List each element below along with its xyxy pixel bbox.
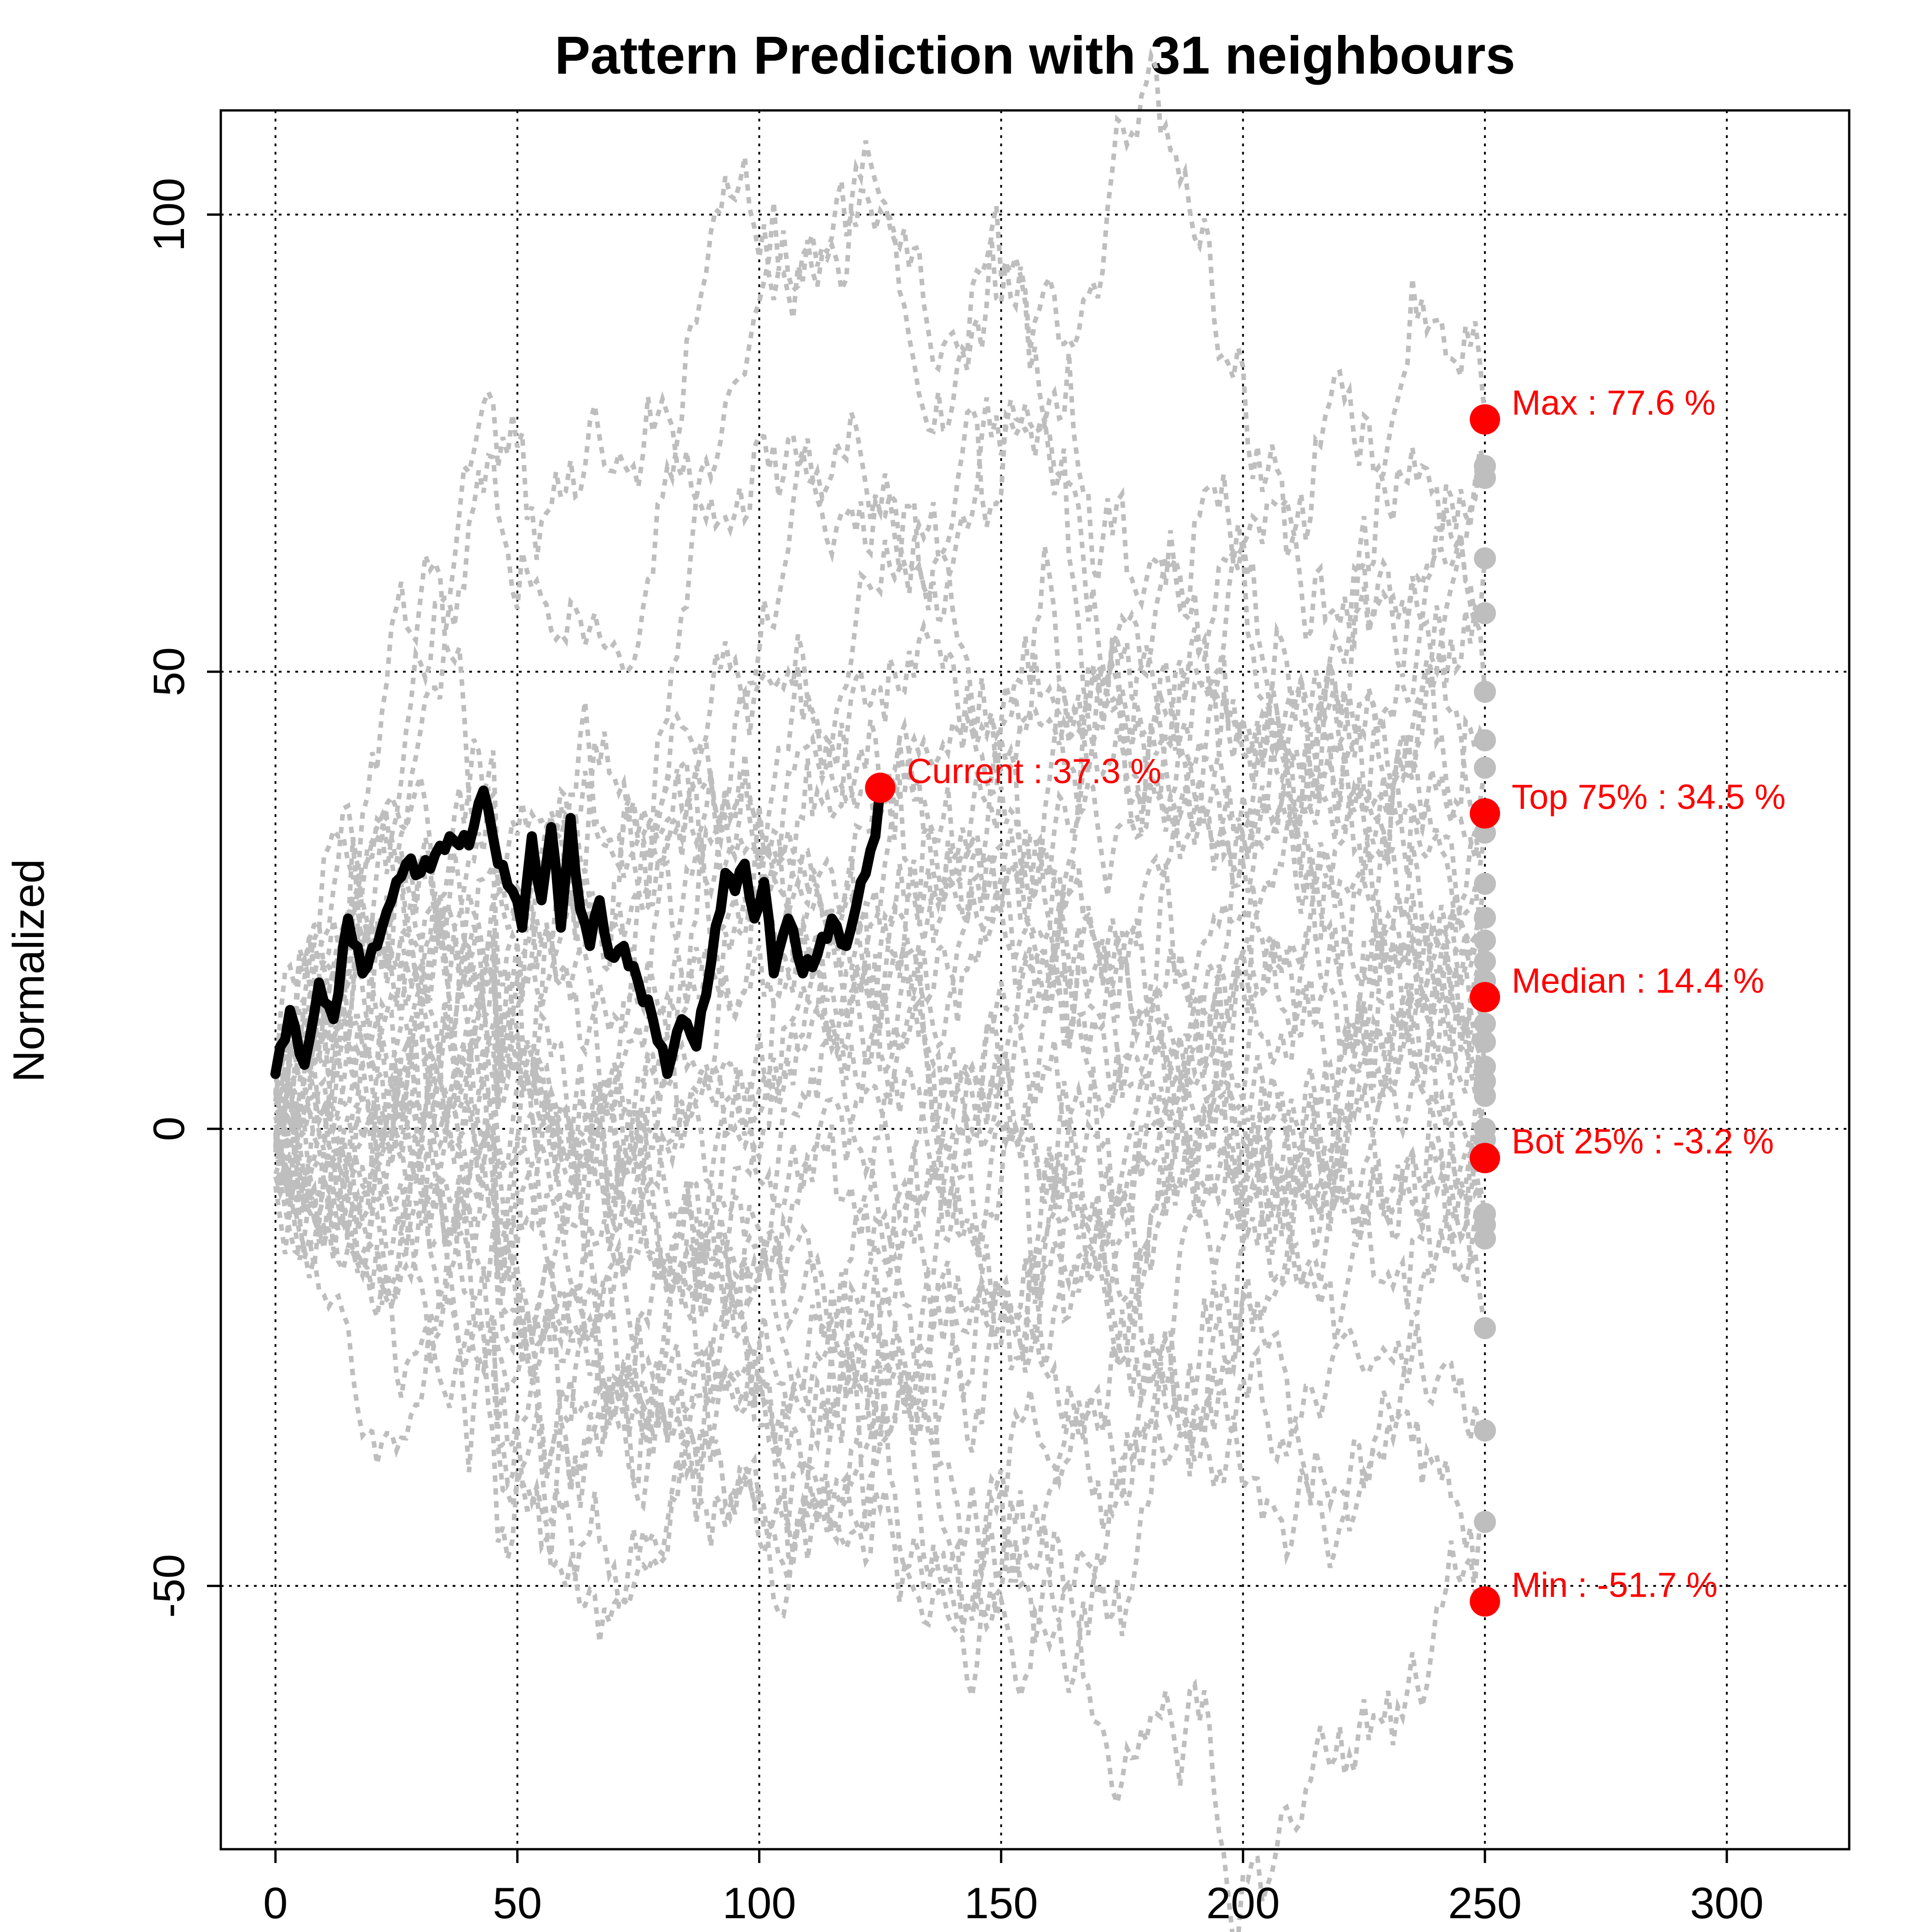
current-series-group bbox=[270, 782, 886, 1079]
marker-label-5: Bot 25% : -3.2 % bbox=[1512, 1122, 1774, 1162]
neighbour-line-24 bbox=[273, 765, 1486, 1531]
neighbour-endpoint-30 bbox=[1474, 873, 1496, 895]
marker-label-3: Top 75% : 34.5 % bbox=[1512, 777, 1786, 816]
neighbour-line-20 bbox=[273, 403, 1488, 1214]
x-tick-label-250: 250 bbox=[1448, 1879, 1522, 1928]
y-tick-label-100: 100 bbox=[144, 178, 194, 251]
neighbour-line-2 bbox=[273, 47, 1487, 1110]
y-tick-label-0: 0 bbox=[144, 1116, 194, 1141]
marker-point-6 bbox=[1470, 1586, 1501, 1617]
x-tick-label-300: 300 bbox=[1690, 1879, 1764, 1928]
neighbour-line-4 bbox=[273, 507, 1487, 1302]
neighbour-endpoint-10 bbox=[1474, 906, 1496, 929]
neighbour-endpoint-17 bbox=[1474, 1085, 1496, 1107]
neighbour-endpoint-28 bbox=[1474, 1012, 1496, 1035]
marker-point-5 bbox=[1470, 1143, 1501, 1173]
x-tick-label-100: 100 bbox=[722, 1879, 796, 1928]
neighbour-line-23 bbox=[274, 837, 1488, 1328]
neighbour-endpoint-11 bbox=[1474, 929, 1496, 952]
neighbour-endpoint-7 bbox=[1474, 756, 1496, 779]
neighbour-endpoint-22 bbox=[1474, 1227, 1496, 1250]
neighbour-line-31 bbox=[274, 558, 1488, 1237]
marker-label-6: Min : -51.7 % bbox=[1512, 1565, 1718, 1604]
neighbour-line-19 bbox=[273, 893, 1487, 1256]
current-series-line bbox=[270, 782, 886, 1079]
neighbour-endpoint-14 bbox=[1474, 1031, 1496, 1053]
neighbour-line-5 bbox=[274, 502, 1488, 1299]
neighbour-line-30 bbox=[273, 883, 1488, 1610]
marker-label-4: Median : 14.4 % bbox=[1512, 961, 1764, 1000]
marker-label-1: Current : 37.3 % bbox=[907, 752, 1161, 791]
neighbour-endpoint-5 bbox=[1474, 680, 1496, 703]
y-tick-label--50: -50 bbox=[144, 1554, 194, 1618]
neighbour-line-21 bbox=[273, 891, 1487, 1569]
neighbour-line-15 bbox=[274, 710, 1488, 1126]
neighbour-line-7 bbox=[274, 652, 1488, 1479]
neighbour-line-9 bbox=[274, 180, 1488, 1129]
neighbour-line-22 bbox=[273, 1062, 1487, 1643]
neighbour-endpoint-31 bbox=[1474, 547, 1496, 569]
neighbour-line-25 bbox=[273, 1065, 1485, 1581]
x-tick-label-150: 150 bbox=[964, 1879, 1038, 1928]
x-tick-label-200: 200 bbox=[1206, 1879, 1280, 1928]
neighbour-endpoint-12 bbox=[1474, 950, 1496, 973]
y-axis-label: Normalized bbox=[4, 859, 53, 1082]
neighbour-line-16 bbox=[273, 634, 1488, 1144]
axes: 0 50 100 150 200 250 300 -50 0 50 100 bbox=[144, 178, 1764, 1928]
neighbour-endpoint-24 bbox=[1474, 1419, 1496, 1442]
marker-point-3 bbox=[1470, 798, 1501, 829]
neighbour-line-28 bbox=[273, 863, 1487, 1318]
y-tick-label-50: 50 bbox=[144, 647, 194, 696]
marker-point-2 bbox=[1470, 404, 1501, 435]
marker-label-2: Max : 77.6 % bbox=[1512, 384, 1716, 423]
x-tick-label-50: 50 bbox=[493, 1879, 542, 1928]
neighbour-endpoint-6 bbox=[1474, 729, 1496, 752]
neighbour-endpoint-3 bbox=[1474, 466, 1496, 489]
plot-frame bbox=[219, 109, 1851, 1851]
marker-point-1 bbox=[865, 772, 896, 803]
chart-title: Pattern Prediction with 31 neighbours bbox=[555, 25, 1515, 85]
neighbour-endpoint-25 bbox=[1474, 1511, 1496, 1533]
neighbour-line-6 bbox=[274, 645, 1487, 1393]
neighbour-series-group bbox=[273, 47, 1488, 1932]
marker-group: Current : 37.3 % Max : 77.6 % Top 75% : 34… bbox=[865, 384, 1786, 1617]
marker-point-4 bbox=[1470, 982, 1501, 1012]
neighbour-line-26 bbox=[273, 1024, 1487, 1932]
neighbour-endpoint-23 bbox=[1474, 1317, 1496, 1340]
x-tick-label-0: 0 bbox=[263, 1879, 288, 1928]
neighbour-endpoint-4 bbox=[1474, 602, 1496, 625]
neighbour-line-18 bbox=[275, 1062, 1488, 1636]
